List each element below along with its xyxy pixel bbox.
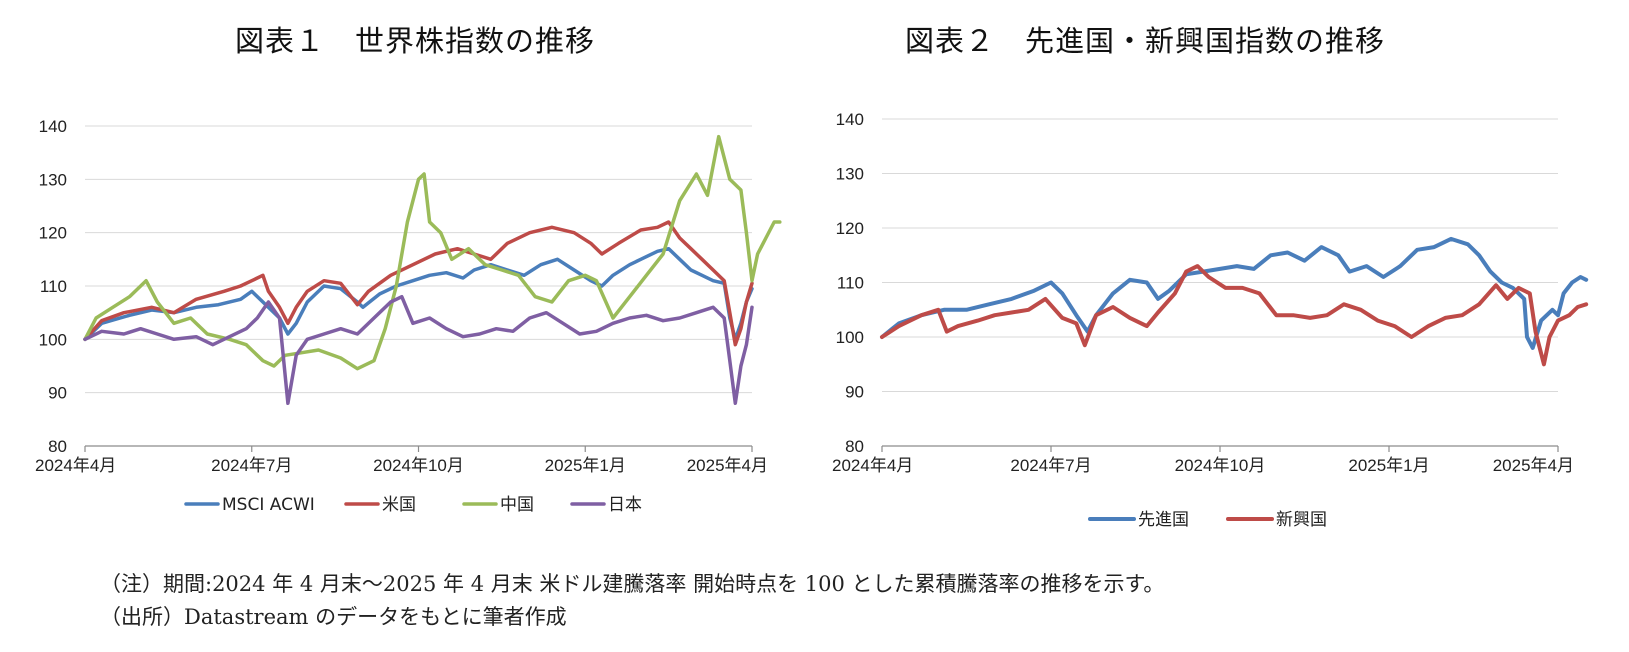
- series-line-1: [880, 236, 1589, 350]
- legend-label: 日本: [608, 495, 642, 515]
- chart1-group: 80 90 100 110 120 130 140 2024年4月 2024年7月 2024年10…: [35, 117, 782, 515]
- x-tick-label: 2024年7月: [1010, 456, 1091, 475]
- y-tick-label: 80: [48, 437, 67, 456]
- y-tick-label: 100: [836, 328, 864, 347]
- y-tick-label: 140: [39, 117, 67, 136]
- series-line-3: [83, 134, 782, 371]
- y-tick-label: 80: [845, 437, 864, 456]
- x-tick-label: 2024年4月: [35, 456, 116, 475]
- chart1-title: 図表１ 世界株指数の推移: [235, 24, 596, 58]
- y-tick-label: 130: [39, 170, 67, 189]
- note-period: （注）期間:2024 年 4 月末〜2025 年 4 月末 米ドル建騰落率 開始…: [100, 572, 1165, 596]
- y-tick-label: 110: [837, 274, 864, 293]
- x-tick-label: 2025年1月: [1348, 456, 1429, 475]
- note-source: （出所）Datastream のデータをもとに筆者作成: [100, 605, 567, 629]
- x-tick-label: 2024年7月: [211, 456, 292, 475]
- x-tick-label: 2024年10月: [1175, 456, 1266, 475]
- y-tick-label: 110: [40, 277, 67, 296]
- legend-label: 先進国: [1138, 510, 1189, 530]
- legend-label: 中国: [500, 495, 534, 515]
- legend-label: 米国: [382, 495, 416, 515]
- x-tick-label: 2024年10月: [373, 456, 464, 475]
- legend-label: 新興国: [1276, 510, 1327, 530]
- y-tick-label: 130: [836, 165, 864, 184]
- y-tick-label: 90: [48, 384, 67, 403]
- y-tick-label: 100: [39, 330, 67, 349]
- chart2-title: 図表２ 先進国・新興国指数の推移: [905, 24, 1386, 58]
- y-tick-label: 140: [836, 110, 864, 129]
- x-tick-label: 2025年1月: [545, 456, 626, 475]
- series-line-4: [83, 294, 754, 406]
- series-line-2: [880, 264, 1589, 367]
- x-tick-label: 2025年4月: [687, 456, 768, 475]
- charts-svg: 80 90 100 110 120 130 140 2024年4月 2024年7月 2024年10…: [35, 110, 1589, 530]
- legend-label: MSCI ACWI: [222, 495, 315, 515]
- x-tick-label: 2024年4月: [832, 456, 913, 475]
- x-tick-label: 2025年4月: [1493, 456, 1574, 475]
- chart2-group: 80 90 100 110 120 130 140 2024年4月 2024年7月 2024年10…: [832, 110, 1589, 530]
- y-tick-label: 120: [39, 224, 67, 243]
- y-tick-label: 90: [845, 383, 864, 402]
- series-line-1: [83, 246, 754, 342]
- series-line-2: [83, 220, 754, 347]
- y-tick-label: 120: [836, 219, 864, 238]
